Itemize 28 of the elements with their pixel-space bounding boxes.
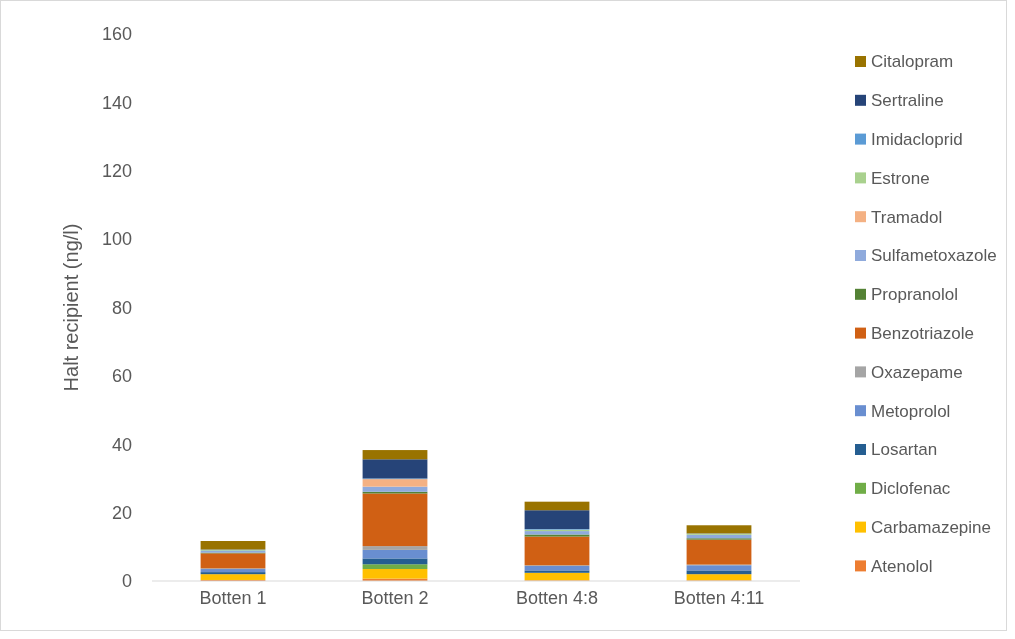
legend-label: Sertraline bbox=[871, 91, 944, 111]
y-tick-label: 60 bbox=[111, 366, 132, 387]
y-tick-label: 40 bbox=[111, 434, 132, 455]
y-tick-label: 0 bbox=[121, 571, 132, 592]
legend-label: Estrone bbox=[871, 168, 930, 188]
legend-label: Atenolol bbox=[871, 556, 933, 576]
x-tick-label: Botten 4:11 bbox=[673, 588, 765, 608]
legend-label: Citalopram bbox=[871, 52, 954, 72]
legend-label: Benzotriazole bbox=[871, 324, 975, 344]
legend-label: Oxazepame bbox=[871, 362, 963, 382]
y-tick-label: 100 bbox=[101, 229, 132, 250]
y-tick-label: 20 bbox=[111, 502, 132, 523]
y-tick-label: 140 bbox=[101, 92, 132, 113]
x-tick-label: Botten 4:8 bbox=[515, 588, 599, 608]
legend-label: Imidacloprid bbox=[871, 130, 963, 150]
y-tick-label: 80 bbox=[111, 297, 132, 318]
y-tick-label: 120 bbox=[101, 161, 132, 182]
x-tick-label: Botten 2 bbox=[361, 588, 429, 608]
legend-label: Propranolol bbox=[871, 285, 958, 305]
legend-label: Losartan bbox=[871, 440, 938, 460]
legend-label: Diclofenac bbox=[871, 479, 951, 499]
legend-label: Carbamazepine bbox=[871, 518, 992, 538]
y-tick-label: 160 bbox=[101, 24, 132, 45]
y-axis-title: Halt recipient (ng/l) bbox=[60, 223, 82, 392]
legend-label: Tramadol bbox=[871, 207, 943, 227]
x-tick-label: Botten 1 bbox=[199, 588, 267, 608]
legend-label: Metoprolol bbox=[871, 401, 951, 421]
legend-label: Sulfametoxazole bbox=[871, 246, 997, 266]
